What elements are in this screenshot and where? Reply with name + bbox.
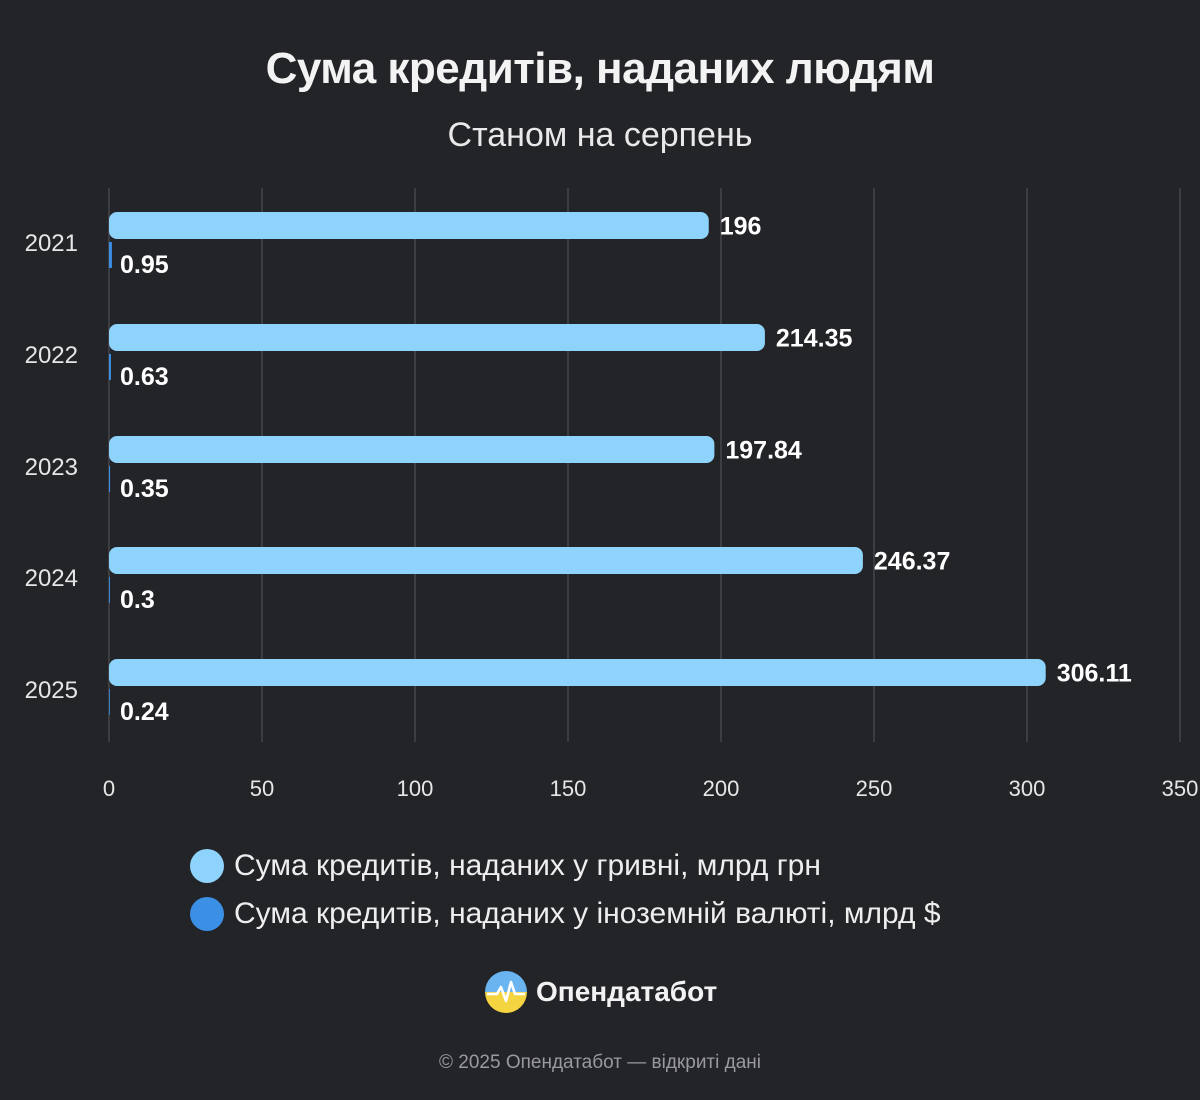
legend-item-foreign: Сума кредитів, наданих у іноземній валют… [190,890,941,938]
data-label-uah: 197.84 [725,437,802,465]
chart-subtitle: Станом на серпень [447,116,753,154]
data-label-uah: 214.35 [776,325,853,353]
y-tick-label: 2021 [25,230,78,257]
brand-logo: Опендатабот [484,970,717,1014]
data-label-foreign: 0.3 [120,586,155,614]
opendatabot-logo-icon [485,971,527,1013]
bar-foreign [109,689,110,715]
bar-foreign [109,354,111,380]
chart-title: Сума кредитів, наданих людям [265,44,935,93]
legend: Сума кредитів, наданих у гривні, млрд гр… [190,842,941,938]
bar-uah [109,324,765,351]
data-label-uah: 246.37 [874,548,950,576]
bar-uah [109,436,715,463]
data-label-uah: 306.11 [1057,660,1132,688]
brand-name: Опендатабот [536,976,718,1007]
bar-uah [109,212,709,239]
legend-label-foreign: Сума кредитів, наданих у іноземній валют… [234,897,941,930]
x-tick-label: 300 [1009,776,1046,801]
data-label-foreign: 0.95 [120,251,169,279]
data-label-foreign: 0.35 [120,475,169,503]
legend-marker-foreign [190,897,224,931]
bar-uah [109,659,1046,686]
y-tick-label: 2025 [25,677,78,704]
bar-uah [109,547,863,574]
legend-label-uah: Сума кредитів, наданих у гривні, млрд гр… [234,849,821,882]
bar-chart: 0 50 100 150 200 250 300 350 2021 196 0.95 2022 214.… [25,188,1199,801]
bar-foreign [109,242,112,268]
x-tick-label: 0 [103,776,115,801]
y-tick-label: 2023 [25,454,78,481]
bar-foreign [109,577,110,603]
x-tick-label: 350 [1162,776,1199,801]
x-tick-label: 150 [550,776,587,801]
y-tick-label: 2024 [25,565,78,592]
x-tick-label: 200 [703,776,740,801]
x-tick-label: 100 [397,776,434,801]
data-label-uah: 196 [720,213,762,241]
y-tick-label: 2022 [25,342,78,369]
legend-item-uah: Сума кредитів, наданих у гривні, млрд гр… [190,842,941,890]
footer-copyright: © 2025 Опендатабот — відкриті дані [439,1052,761,1073]
data-label-foreign: 0.24 [120,698,169,726]
legend-marker-uah [190,849,224,883]
x-tick-label: 250 [856,776,893,801]
bar-foreign [109,466,111,492]
data-label-foreign: 0.63 [120,363,169,391]
x-tick-label: 50 [250,776,274,801]
